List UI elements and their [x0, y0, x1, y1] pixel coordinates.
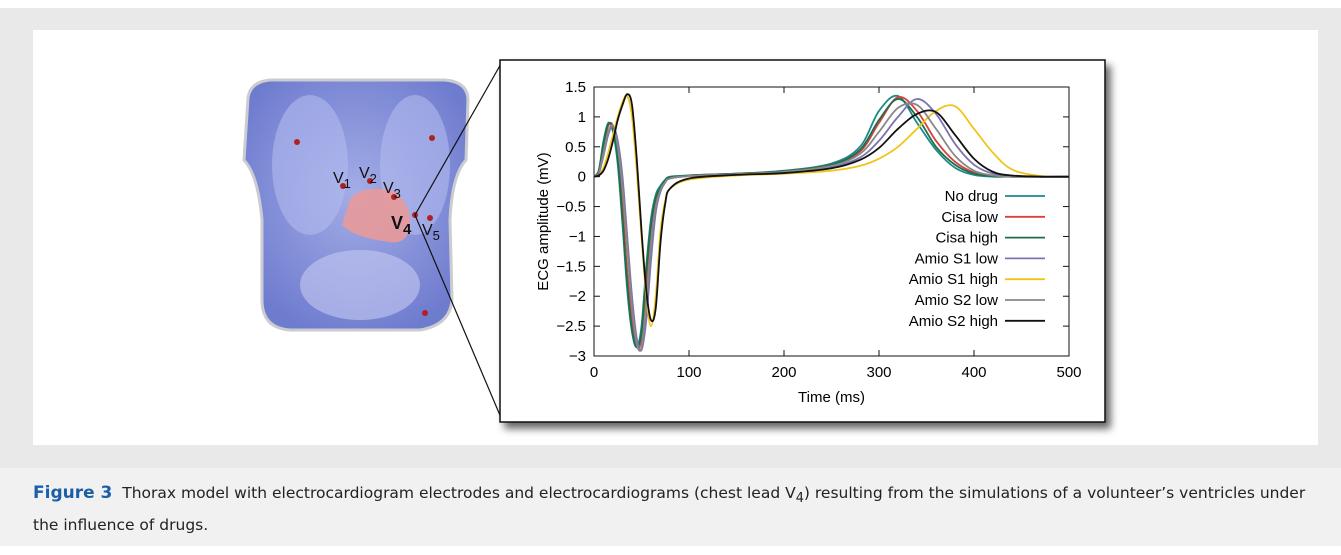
- x-tick-label: 500: [1056, 364, 1081, 381]
- electrode-label: V4: [391, 213, 412, 238]
- y-tick-label: 0: [578, 169, 586, 186]
- y-tick-label: −1: [569, 228, 586, 245]
- electrode-index: 2: [370, 171, 377, 186]
- y-tick-label: 1.5: [565, 79, 586, 96]
- electrode-label: V2: [359, 165, 377, 186]
- x-tick-label: 0: [590, 364, 598, 381]
- electrode-symbol: V: [391, 213, 403, 233]
- plot-area: [593, 86, 1070, 357]
- electrode-index: 5: [433, 228, 440, 243]
- y-tick-label: 1: [578, 109, 586, 126]
- y-tick-label: −0.5: [556, 199, 586, 216]
- legend-label: Amio S1 high: [909, 271, 998, 288]
- y-tick-label: −2: [569, 288, 586, 305]
- zoom-line: [414, 214, 503, 421]
- series-line: [593, 102, 1069, 352]
- electrode-label: V1: [333, 170, 351, 191]
- caption-text: Thorax model with electrocardiogram elec…: [122, 484, 796, 502]
- x-axis-title: Time (ms): [798, 389, 865, 406]
- y-axis-title: ECG amplitude (mV): [535, 152, 552, 290]
- y-tick-label: −2.5: [556, 318, 586, 335]
- x-tick-label: 200: [771, 364, 796, 381]
- caption-text: ) resulting from the simulations of a vo…: [33, 484, 1306, 535]
- y-tick-label: −3: [569, 348, 586, 365]
- legend-label: Amio S1 low: [915, 250, 999, 267]
- electrode-label: V5: [422, 222, 440, 243]
- x-tick-label: 100: [676, 364, 701, 381]
- electrode-index: 4: [403, 221, 412, 238]
- electrode-index: 3: [394, 186, 401, 201]
- electrode-index: 1: [344, 176, 351, 191]
- electrode-symbol: V: [333, 170, 344, 187]
- y-tick-label: 0.5: [565, 139, 586, 156]
- chart-frame: [499, 59, 1106, 423]
- x-tick-label: 300: [866, 364, 891, 381]
- electrode-symbol: V: [422, 222, 433, 239]
- electrode-label: V3: [383, 180, 401, 201]
- legend-label: No drug: [945, 188, 998, 205]
- x-tick-label: 400: [961, 364, 986, 381]
- legend-label: Cisa high: [935, 230, 998, 247]
- series-line: [593, 93, 1070, 323]
- electrode-symbol: V: [383, 180, 394, 197]
- y-tick-label: −1.5: [556, 258, 586, 275]
- electrode-symbol: V: [359, 165, 370, 182]
- legend-label: Cisa low: [941, 209, 998, 226]
- series-line: [593, 98, 1069, 348]
- caption-subscript: 4: [795, 491, 804, 507]
- caption: Figure 3 Thorax model with electrocardio…: [33, 480, 1313, 539]
- chart: −3 −2.5 −2 −1.5 −1 −0.5 0 0.5 1 1.5 0 100 200 300 400 5…: [535, 79, 1082, 406]
- legend-label: Amio S2 high: [909, 313, 998, 330]
- thorax-model: [242, 78, 470, 332]
- caption-area: Figure 3 Thorax model with electrocardio…: [0, 468, 1341, 546]
- zoom-line: [414, 61, 503, 216]
- caption-label: Figure 3: [33, 483, 113, 503]
- legend-label: Amio S2 low: [915, 292, 999, 309]
